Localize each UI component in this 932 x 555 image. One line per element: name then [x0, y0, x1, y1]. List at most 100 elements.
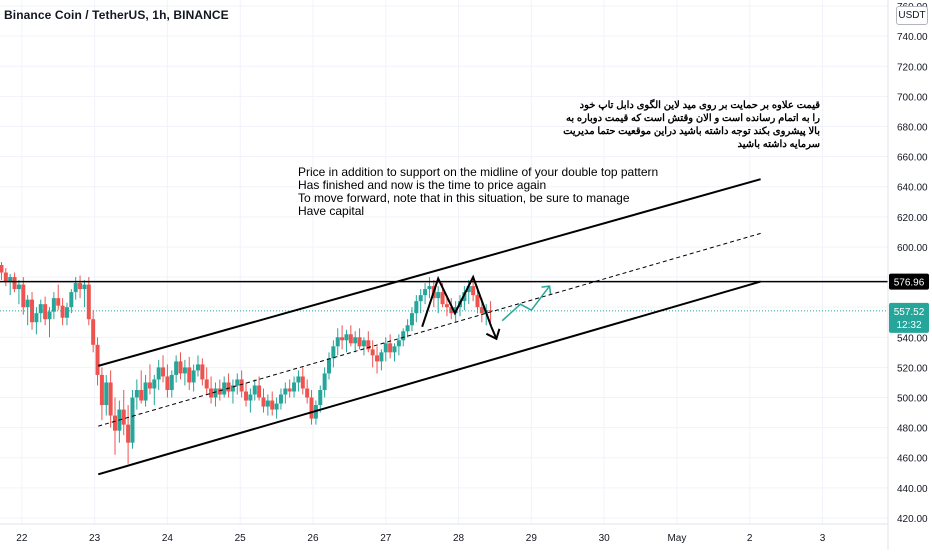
english-note-line: Has finished and now is the time to pric…: [298, 178, 547, 192]
x-tick-label: 24: [162, 533, 174, 544]
last-price-tag: [889, 302, 929, 333]
candle-body-up: [353, 337, 358, 344]
candle-body-down: [95, 344, 100, 375]
candle-body-up: [265, 400, 270, 407]
candle-body-down: [91, 319, 96, 345]
down-arrow-icon[interactable]: [485, 328, 501, 341]
english-note-line: Have capital: [298, 204, 365, 218]
candle-body-down: [200, 364, 205, 380]
candle-body-up: [392, 346, 397, 353]
candle-body-up: [274, 403, 279, 410]
candle-body-down: [239, 379, 244, 392]
candle-body-down: [30, 299, 35, 323]
candle-body-up: [47, 311, 52, 320]
candles: [0, 262, 493, 464]
candle-body-up: [134, 389, 139, 398]
candle-body-up: [73, 283, 78, 293]
candle-body-up: [51, 298, 56, 312]
candle-body-down: [388, 343, 393, 353]
x-tick-label: 28: [453, 533, 465, 544]
candle-body-up: [222, 382, 227, 395]
x-tick-label: 26: [307, 533, 319, 544]
channel-midline[interactable]: [98, 232, 761, 427]
y-tick-label: 700.00: [897, 92, 928, 103]
candle-body-down: [217, 388, 222, 395]
candle-body-up: [423, 289, 428, 296]
x-tick-label: 27: [380, 533, 392, 544]
last-price-label: 557.52: [894, 307, 925, 318]
time-axis[interactable]: 22 23 24 25 26 27 28 29 30 May 2 3: [16, 533, 825, 544]
persian-note-line: بالا پیشروی بکند توجه داشته باشید دراین …: [563, 126, 820, 137]
y-tick-label: 720.00: [897, 62, 928, 73]
candle-body-down: [78, 283, 83, 290]
y-tick-label: 440.00: [897, 484, 928, 495]
level-price-tag: [889, 273, 929, 290]
up-arrow-icon[interactable]: [541, 285, 552, 295]
candle-body-down: [375, 355, 380, 362]
candle-body-down: [108, 382, 113, 416]
candle-body-down: [300, 376, 305, 389]
down-arrow-shaft[interactable]: [490, 326, 498, 340]
candle-body-down: [21, 284, 26, 308]
candle-body-up: [69, 292, 74, 308]
candle-body-down: [86, 284, 91, 320]
y-tick-label: 500.00: [897, 394, 928, 405]
x-tick-label: 3: [820, 533, 826, 544]
drawings[interactable]: [0, 178, 888, 476]
candle-body-down: [370, 349, 375, 356]
candle-body-up: [230, 385, 235, 392]
symbol-title[interactable]: Binance Coin / TetherUS, 1h, BINANCE: [4, 8, 229, 22]
candle-body-up: [335, 337, 340, 347]
candle-body-down: [340, 337, 345, 341]
double-top-pattern[interactable]: [421, 274, 493, 328]
price-axis[interactable]: 420.00 440.00 460.00 480.00 500.00 520.00 540.…: [897, 2, 928, 525]
candle-body-up: [104, 382, 109, 406]
candle-body-down: [99, 374, 104, 406]
english-annotation: Price in addition to support on the midl…: [298, 166, 718, 218]
candle-body-up: [169, 374, 174, 390]
candle-body-down: [309, 397, 314, 419]
candle-body-up: [409, 313, 414, 326]
persian-note-line: را به اتمام رسانده است و الان وقتش است ک…: [565, 113, 820, 124]
candle-body-down: [348, 334, 353, 344]
candle-body-down: [0, 265, 4, 273]
candle-body-down: [479, 307, 484, 314]
y-tick-label: 640.00: [897, 183, 928, 194]
candle-body-up: [8, 277, 13, 282]
price-labels: 576.96 557.52 12:32: [889, 273, 929, 333]
candle-body-down: [209, 388, 214, 398]
persian-note-line: سرمایه داشته باشید: [737, 139, 820, 150]
candle-body-down: [444, 304, 449, 308]
candle-body-down: [287, 388, 292, 392]
y-tick-label: 660.00: [897, 153, 928, 164]
candle-body-up: [16, 284, 21, 290]
candle-body-up: [379, 352, 384, 362]
projected-up-path[interactable]: [501, 285, 551, 322]
x-tick-label: 23: [89, 533, 101, 544]
candle-body-up: [296, 376, 301, 383]
candle-body-down: [139, 389, 144, 401]
channel-upper-line[interactable]: [97, 178, 761, 367]
candle-body-up: [252, 385, 257, 395]
candle-body-up: [213, 388, 218, 398]
y-tick-label: 680.00: [897, 122, 928, 133]
x-tick-label: 29: [526, 533, 538, 544]
candle-body-down: [261, 397, 266, 407]
candle-body-up: [130, 397, 135, 443]
candle-body-down: [204, 379, 209, 389]
candle-body-up: [462, 292, 467, 302]
currency-button[interactable]: USDT: [896, 6, 928, 25]
persian-note-line: قیمت علاوه بر حمایت بر روی مید لاین الگو…: [579, 100, 820, 111]
candle-body-down: [257, 385, 262, 398]
candle-body-down: [187, 367, 192, 383]
channel-lower-line[interactable]: [97, 280, 761, 476]
y-tick-label: 540.00: [897, 333, 928, 344]
candle-body-down: [126, 424, 131, 443]
candle-body-up: [82, 284, 87, 290]
candle-body-up: [322, 373, 327, 390]
candle-body-up: [383, 343, 388, 353]
candle-body-down: [3, 272, 8, 282]
level-price-label: 576.96: [894, 278, 925, 289]
